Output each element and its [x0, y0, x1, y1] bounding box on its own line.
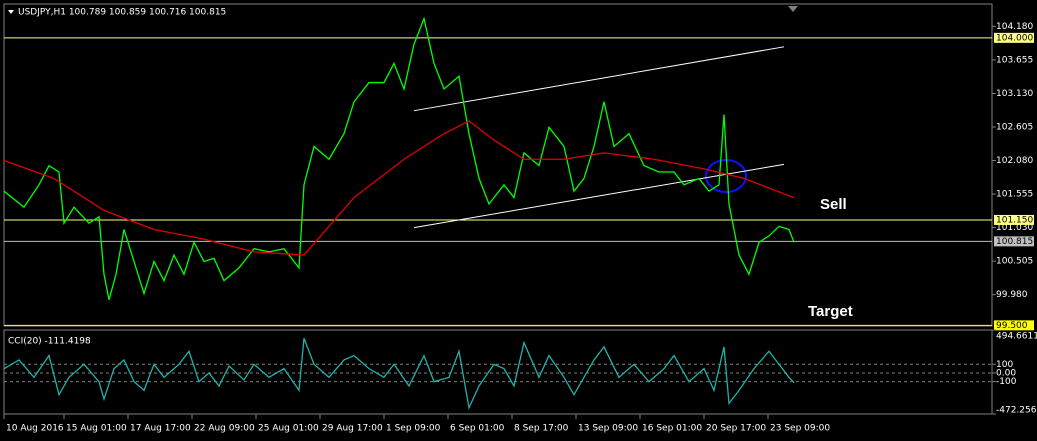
y-tick-label: -100 [996, 377, 1017, 387]
level-label: 99.500 [996, 321, 1028, 331]
x-tick-label: 22 Aug 09:00 [194, 424, 255, 434]
x-tick-label: 6 Sep 01:00 [450, 424, 505, 434]
cci-title: CCI(20) -111.4198 [8, 337, 91, 347]
x-tick-label: 1 Sep 09:00 [386, 424, 441, 434]
y-tick-label: 0.00 [996, 368, 1016, 378]
chart-title: USDJPY,H1 100.789 100.859 100.716 100.81… [18, 8, 226, 18]
x-tick-label: 15 Aug 01:00 [66, 424, 127, 434]
y-tick-label: 104.180 [996, 22, 1033, 32]
y-tick-label: 101.030 [996, 223, 1033, 233]
level-label-bg [994, 32, 1034, 43]
y-tick-label: 103.130 [996, 89, 1033, 99]
annotation: Target [808, 303, 853, 320]
main-panel [3, 3, 993, 327]
x-tick-label: 17 Aug 17:00 [130, 424, 191, 434]
y-tick-label: 102.605 [996, 122, 1033, 132]
x-tick-label: 25 Aug 01:00 [258, 424, 319, 434]
shift-marker [788, 6, 798, 12]
highlight-circle [705, 159, 747, 193]
level-label: 100.815 [996, 237, 1033, 247]
y-tick-label: 100.505 [996, 257, 1033, 267]
x-tick-label: 13 Sep 09:00 [578, 424, 638, 434]
y-tick-label: 103.655 [996, 55, 1033, 65]
x-tick-label: 16 Sep 01:00 [642, 424, 702, 434]
y-tick-label: 100 [996, 360, 1013, 370]
cci-panel [3, 329, 993, 415]
x-tick-label: 8 Sep 17:00 [514, 424, 569, 434]
series-line [3, 337, 795, 410]
x-tick-label: 10 Aug 2016 [6, 424, 64, 434]
level-label-bg [994, 236, 1034, 247]
level-label-bg [994, 320, 1034, 331]
y-tick-label: 494.6611 [996, 332, 1037, 342]
level-label: 101.150 [996, 215, 1033, 225]
annotation: Sell [820, 196, 847, 213]
y-tick-label: 99.980 [996, 290, 1028, 300]
series-line [3, 16, 795, 300]
x-tick-label: 29 Aug 17:00 [322, 424, 383, 434]
menu-arrow [8, 10, 14, 14]
trend-line [413, 163, 785, 229]
level-label-bg [994, 214, 1034, 225]
y-tick-label: 102.080 [996, 156, 1033, 166]
y-tick-label: -472.2561 [996, 406, 1037, 416]
series-line [3, 120, 795, 256]
x-tick-label: 20 Sep 17:00 [706, 424, 766, 434]
level-label: 104.000 [996, 33, 1033, 43]
y-tick-label: 101.555 [996, 190, 1033, 200]
trend-line [413, 46, 785, 112]
x-tick-label: 23 Sep 09:00 [770, 424, 830, 434]
